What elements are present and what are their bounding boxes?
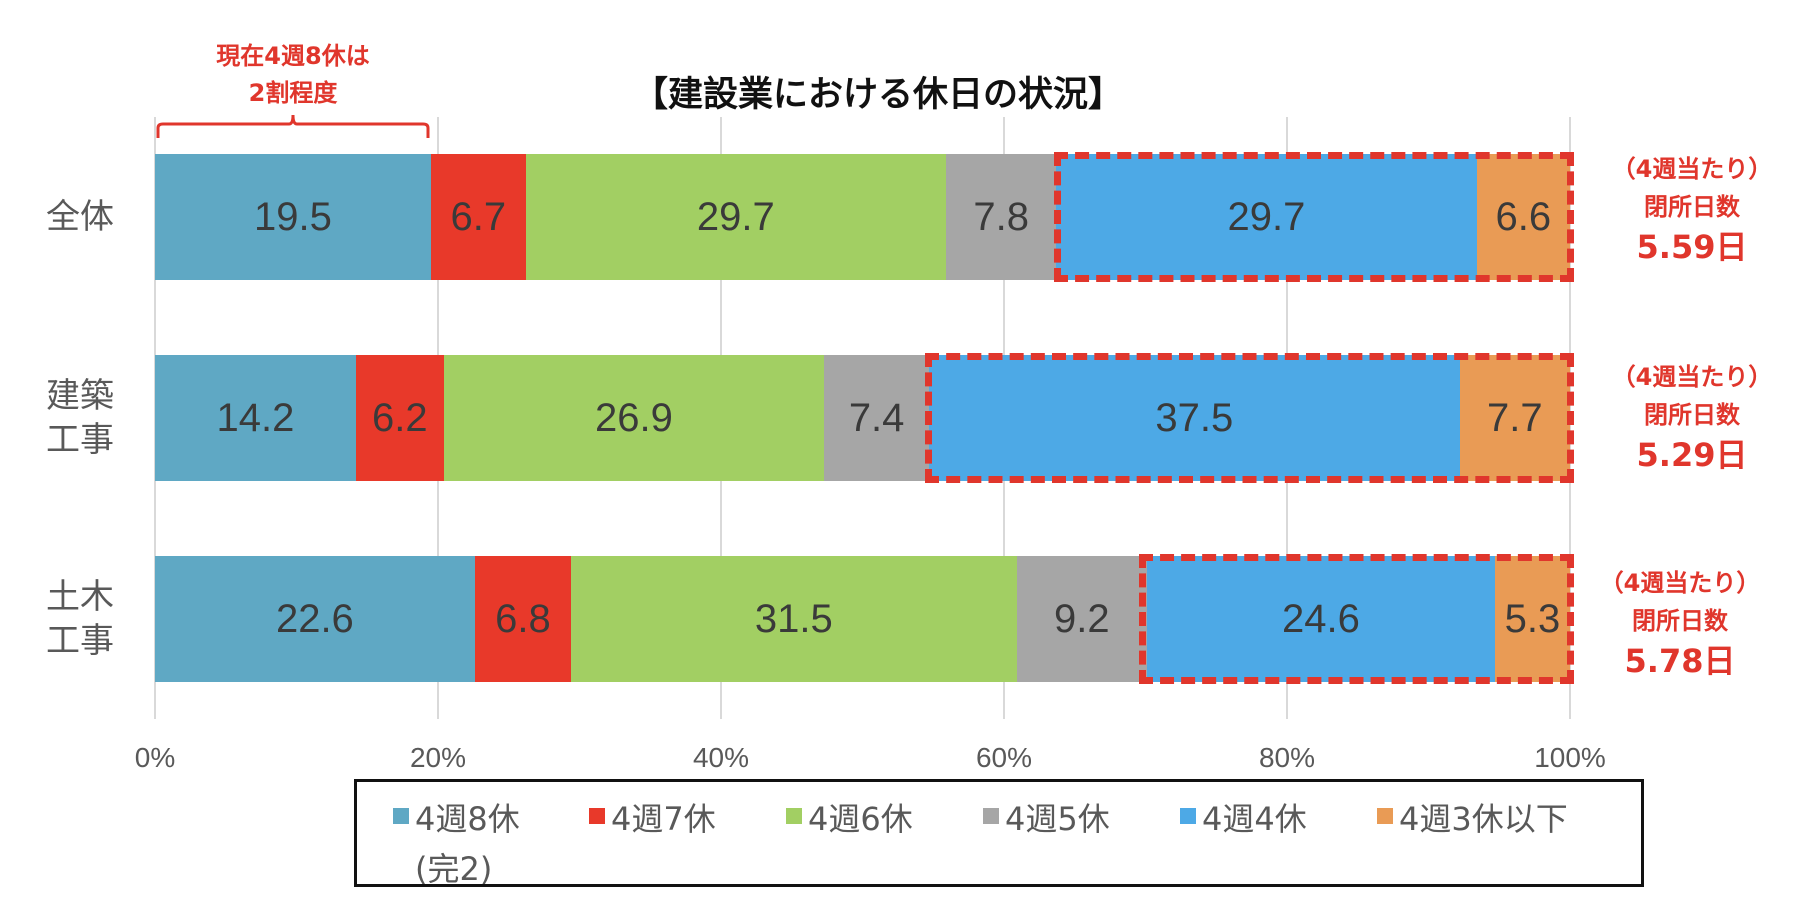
bar-row-total: 19.5 6.7 29.7 7.8 29.7 6.6 [155, 154, 1570, 280]
segment-4w3: 6.6 [1476, 154, 1570, 280]
legend-label-text: 4週7休 [611, 800, 716, 838]
legend-label-text: 4週8休 [415, 800, 520, 838]
row-label-total: 全体 [20, 195, 140, 239]
annotation-per4w: （4週当たり） [1599, 569, 1761, 597]
legend-item-4w4: 4週4休 [1180, 794, 1307, 840]
legend-label-text: 4週5休 [1005, 800, 1110, 838]
row-label-civil: 土木 工事 [20, 575, 140, 663]
legend-item-4w5: 4週5休 [983, 794, 1110, 840]
brace-icon [156, 114, 430, 138]
segment-4w6: 29.7 [525, 154, 946, 280]
bar-row-building: 14.2 6.2 26.9 7.4 37.5 7.7 [155, 355, 1570, 481]
legend-label-text: 4週6休 [808, 800, 913, 838]
segment-4w8: 19.5 [155, 154, 431, 280]
segment-4w7: 6.2 [355, 355, 444, 481]
annotation-closed-days-value: 5.59日 [1636, 228, 1748, 266]
segment-4w4: 37.5 [928, 355, 1460, 481]
annotation-building: （4週当たり） 閉所日数 5.29日 [1592, 358, 1792, 476]
legend-item-4w3-or-less: 4週3休以下 [1377, 794, 1568, 840]
annotation-closed-days-value: 5.78日 [1624, 642, 1736, 680]
annotation-closed-days-label: 閉所日数 [1644, 193, 1740, 221]
row-label-text: 建築 [46, 376, 114, 416]
x-tick-100: 100% [1534, 742, 1606, 773]
row-label-building: 建築 工事 [20, 374, 140, 462]
segment-4w7: 6.7 [430, 154, 526, 280]
segment-4w8: 22.6 [155, 556, 475, 682]
x-tick-80: 80% [1258, 742, 1316, 773]
legend-swatch-icon [786, 808, 802, 824]
row-label-text: 全体 [46, 197, 114, 237]
annotation-closed-days-label: 閉所日数 [1644, 401, 1740, 429]
segment-4w8: 14.2 [155, 355, 356, 481]
segment-4w5: 7.8 [945, 154, 1057, 280]
legend-swatch-icon [589, 808, 605, 824]
segment-4w5: 7.4 [824, 355, 929, 481]
callout-line-2: 2割程度 [248, 79, 338, 107]
row-label-text: 工事 [46, 621, 114, 661]
legend-swatch-icon [393, 808, 409, 824]
legend: 4週8休 (完2) 4週7休 4週6休 4週5休 4週4休 4週3休以下 [354, 779, 1644, 890]
x-tick-20: 20% [409, 742, 467, 773]
segment-4w4: 29.7 [1056, 154, 1477, 280]
highlight-box-building [925, 353, 1574, 483]
segment-4w5: 9.2 [1016, 556, 1147, 682]
segment-4w4: 24.6 [1146, 556, 1495, 682]
legend-label-text: 4週4休 [1202, 800, 1307, 838]
chart-title: 【建設業における休日の状況】 [632, 75, 1123, 115]
annotation-per4w: （4週当たり） [1611, 155, 1773, 183]
segment-4w6: 31.5 [571, 556, 1017, 682]
annotation-civil: （4週当たり） 閉所日数 5.78日 [1580, 564, 1780, 682]
annotation-closed-days-label: 閉所日数 [1632, 607, 1728, 635]
row-label-text: 工事 [46, 420, 114, 460]
segment-4w6: 26.9 [443, 355, 825, 481]
row-label-text: 土木 [46, 577, 114, 617]
segment-4w3: 7.7 [1459, 355, 1570, 481]
x-tick-0: 0% [134, 742, 176, 773]
segment-4w7: 6.8 [474, 556, 571, 682]
callout-line-1: 現在4週8休は [216, 42, 370, 70]
highlight-box-civil [1139, 554, 1574, 684]
legend-item-4w6: 4週6休 [786, 794, 913, 840]
bar-row-civil: 22.6 6.8 31.5 9.2 24.6 5.3 [155, 556, 1570, 682]
legend-swatch-icon [1180, 808, 1196, 824]
legend-item-4w8: 4週8休 (完2) [393, 794, 520, 890]
x-tick-40: 40% [692, 742, 750, 773]
legend-swatch-icon [983, 808, 999, 824]
legend-label-subtext: (完2) [415, 850, 493, 888]
legend-swatch-icon [1377, 808, 1393, 824]
annotation-total: （4週当たり） 閉所日数 5.59日 [1592, 150, 1792, 268]
legend-label-text: 4週3休以下 [1399, 800, 1568, 838]
highlight-box-total [1054, 152, 1574, 282]
annotation-per4w: （4週当たり） [1611, 363, 1773, 391]
legend-label: 4週8休 (完2) [415, 794, 520, 890]
legend-item-4w7: 4週7休 [589, 794, 716, 840]
segment-4w3: 5.3 [1494, 556, 1570, 682]
annotation-closed-days-value: 5.29日 [1636, 436, 1748, 474]
x-tick-60: 60% [975, 742, 1033, 773]
